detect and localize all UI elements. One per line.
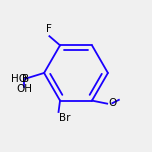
Text: O: O <box>108 98 116 108</box>
Text: OH: OH <box>16 84 32 94</box>
Text: B: B <box>22 74 29 84</box>
Text: F: F <box>47 24 52 34</box>
Text: Br: Br <box>59 113 71 123</box>
Text: HO: HO <box>10 74 27 84</box>
